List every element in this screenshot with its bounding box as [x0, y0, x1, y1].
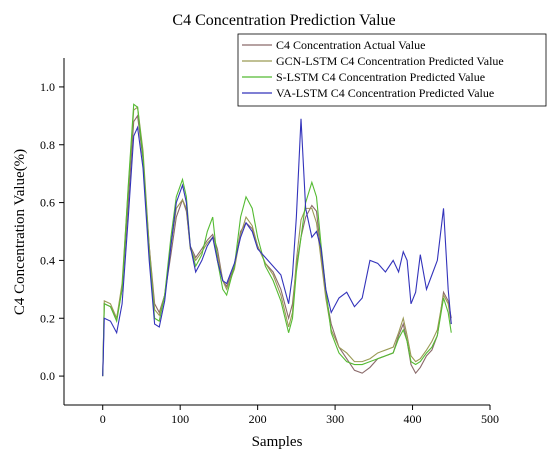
legend-label-2: S-LSTM C4 Concentration Predicted Value: [276, 70, 485, 84]
series-lines: [102, 103, 452, 377]
series-line-0: [102, 114, 452, 377]
y-tick-label: 0.8: [40, 138, 55, 152]
y-axis-label: C4 Concentration Value(%): [12, 149, 28, 315]
x-tick-label: 400: [404, 412, 422, 426]
chart-title: C4 Concentration Prediction Value: [172, 12, 395, 29]
series-line-1: [102, 106, 452, 377]
legend-label-3: VA-LSTM C4 Concentration Predicted Value: [276, 86, 494, 100]
x-tick-label: 500: [481, 412, 499, 426]
legend-label-1: GCN-LSTM C4 Concentration Predicted Valu…: [276, 54, 504, 68]
x-tick-label: 100: [171, 412, 189, 426]
series-line-2: [102, 103, 452, 377]
axis-ticks: 0 100 200 300 400 500 0.0 0.2 0.4 0.6 0.8 1.0: [40, 80, 499, 426]
y-tick-label: 0.6: [40, 196, 55, 210]
y-tick-label: 0.2: [40, 311, 55, 325]
legend: C4 Concentration Actual Value GCN-LSTM C4…: [237, 33, 547, 107]
y-tick-label: 0.4: [40, 253, 55, 267]
plot-area: 0 100 200 300 400 500 0.0 0.2 0.4 0.6 0.8 1.0: [40, 58, 499, 426]
legend-box: [237, 33, 547, 107]
x-axis-label: Samples: [252, 434, 303, 450]
y-tick-label: 0.0: [40, 369, 55, 383]
legend-label-0: C4 Concentration Actual Value: [276, 38, 425, 52]
y-tick-label: 1.0: [40, 80, 55, 94]
series-line-3: [102, 118, 452, 377]
x-tick-label: 300: [326, 412, 344, 426]
x-tick-label: 200: [249, 412, 267, 426]
x-tick-label: 0: [100, 412, 106, 426]
